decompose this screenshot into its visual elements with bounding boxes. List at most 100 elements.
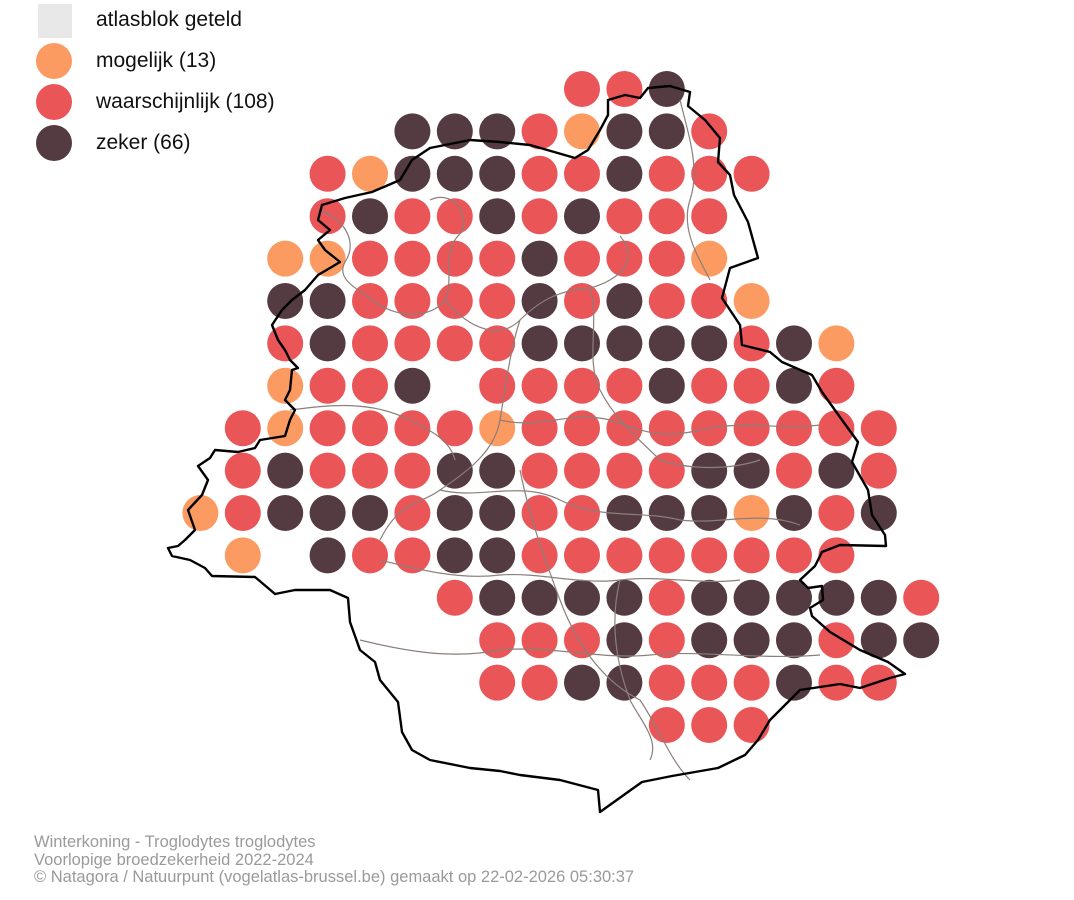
atlas-block-zeker xyxy=(818,579,855,616)
atlas-block-zeker xyxy=(521,240,558,277)
atlas-block-waarschijnlijk xyxy=(224,410,261,447)
atlas-block-waarschijnlijk xyxy=(564,452,600,489)
atlas-block-waarschijnlijk xyxy=(733,537,770,574)
atlas-block-waarschijnlijk xyxy=(606,410,643,447)
legend-label-geteld: atlasblok geteld xyxy=(96,8,242,31)
municipality-boundary-line xyxy=(359,639,821,658)
atlas-block-waarschijnlijk xyxy=(521,664,558,701)
atlas-block-waarschijnlijk xyxy=(564,537,600,574)
atlas-block-zeker xyxy=(394,155,431,192)
atlas-block-waarschijnlijk xyxy=(776,452,812,489)
atlas-block-waarschijnlijk xyxy=(776,410,812,447)
municipality-boundary-line xyxy=(444,235,629,331)
legend-label-mogelijk: mogelijk (13) xyxy=(96,49,217,72)
atlas-block-waarschijnlijk xyxy=(394,495,431,531)
atlas-block-zeker xyxy=(309,537,346,574)
atlas-block-waarschijnlijk xyxy=(691,113,728,150)
atlas-block-zeker xyxy=(564,579,600,616)
atlas-block-zeker xyxy=(352,198,388,235)
atlas-block-waarschijnlijk xyxy=(691,155,728,192)
atlas-block-waarschijnlijk xyxy=(691,707,728,743)
municipality-boundary-line xyxy=(614,579,654,761)
atlas-block-waarschijnlijk xyxy=(394,283,431,319)
atlas-block-zeker xyxy=(648,367,685,404)
legend-swatch-geteld xyxy=(38,4,72,38)
atlas-block-waarschijnlijk xyxy=(224,495,261,531)
atlas-block-zeker xyxy=(860,579,897,616)
atlas-block-waarschijnlijk xyxy=(521,452,558,489)
atlas-block-waarschijnlijk xyxy=(776,537,812,574)
municipality-boundary-line xyxy=(589,287,761,469)
atlas-block-waarschijnlijk xyxy=(691,664,728,701)
atlas-block-zeker xyxy=(648,495,685,531)
atlas-block-mogelijk xyxy=(267,410,304,447)
atlas-block-zeker xyxy=(521,325,558,362)
atlas-block-mogelijk xyxy=(309,240,346,277)
atlas-block-waarschijnlijk xyxy=(606,198,643,235)
atlas-block-waarschijnlijk xyxy=(733,325,770,362)
atlas-block-waarschijnlijk xyxy=(479,367,516,404)
atlas-block-mogelijk xyxy=(224,537,261,574)
atlas-block-zeker xyxy=(479,495,516,531)
atlas-block-waarschijnlijk xyxy=(394,325,431,362)
brussels-region-outline xyxy=(166,84,907,814)
atlas-block-waarschijnlijk xyxy=(733,410,770,447)
atlas-block-waarschijnlijk xyxy=(352,537,388,574)
atlas-block-waarschijnlijk xyxy=(521,537,558,574)
atlas-block-zeker xyxy=(352,495,388,531)
atlas-grid-cells xyxy=(182,71,940,743)
atlas-block-waarschijnlijk xyxy=(733,707,770,743)
atlas-block-zeker xyxy=(564,325,600,362)
atlas-block-waarschijnlijk xyxy=(733,155,770,192)
atlas-block-zeker xyxy=(267,452,304,489)
caption-credits: © Natagora / Natuurpunt (vogelatlas-brus… xyxy=(34,868,635,886)
atlas-block-waarschijnlijk xyxy=(648,452,685,489)
atlas-block-waarschijnlijk xyxy=(394,452,431,489)
atlas-block-zeker xyxy=(267,283,304,319)
atlas-block-zeker xyxy=(606,283,643,319)
atlas-block-waarschijnlijk xyxy=(309,155,346,192)
atlas-block-waarschijnlijk xyxy=(691,283,728,319)
atlas-block-waarschijnlijk xyxy=(309,367,346,404)
atlas-block-mogelijk xyxy=(479,410,516,447)
atlas-block-zeker xyxy=(606,325,643,362)
atlas-block-zeker xyxy=(776,325,812,362)
atlas-block-zeker xyxy=(267,495,304,531)
atlas-block-waarschijnlijk xyxy=(352,325,388,362)
atlas-block-waarschijnlijk xyxy=(648,240,685,277)
atlas-block-zeker xyxy=(860,622,897,659)
legend-swatch-waarschijnlijk xyxy=(36,84,72,120)
atlas-block-waarschijnlijk xyxy=(733,664,770,701)
atlas-block-zeker xyxy=(648,71,685,107)
atlas-block-waarschijnlijk xyxy=(521,410,558,447)
atlas-block-waarschijnlijk xyxy=(818,664,855,701)
atlas-block-zeker xyxy=(776,622,812,659)
atlas-block-zeker xyxy=(564,198,600,235)
atlas-block-zeker xyxy=(479,579,516,616)
atlas-block-zeker xyxy=(394,367,431,404)
atlas-block-zeker xyxy=(776,579,812,616)
atlas-block-mogelijk xyxy=(352,155,388,192)
atlas-block-waarschijnlijk xyxy=(648,579,685,616)
atlas-block-zeker xyxy=(776,495,812,531)
atlas-block-zeker xyxy=(691,452,728,489)
legend-swatch-zeker xyxy=(36,125,72,161)
atlas-block-zeker xyxy=(691,495,728,531)
atlas-block-zeker xyxy=(436,452,473,489)
municipality-boundary-line xyxy=(439,489,801,526)
atlas-block-mogelijk xyxy=(564,113,600,150)
municipality-boundary-line xyxy=(499,416,821,435)
atlas-block-waarschijnlijk xyxy=(521,622,558,659)
atlas-block-zeker xyxy=(436,495,473,531)
atlas-block-waarschijnlijk xyxy=(352,367,388,404)
atlas-block-waarschijnlijk xyxy=(267,325,304,362)
atlas-block-waarschijnlijk xyxy=(309,410,346,447)
legend-label-waarschijnlijk: waarschijnlijk (108) xyxy=(96,90,275,113)
atlas-block-waarschijnlijk xyxy=(606,367,643,404)
atlas-block-waarschijnlijk xyxy=(394,537,431,574)
atlas-block-mogelijk xyxy=(691,240,728,277)
atlas-block-zeker xyxy=(436,537,473,574)
atlas-block-waarschijnlijk xyxy=(436,198,473,235)
caption-species: Winterkoning - Troglodytes troglodytes xyxy=(34,833,316,851)
